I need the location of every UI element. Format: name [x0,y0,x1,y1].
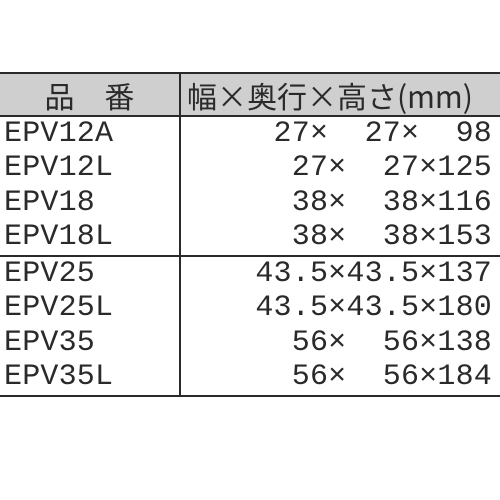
cell-dimensions: 56× 56×138 [180,326,500,361]
cell-part-number: EPV35L [0,360,180,396]
table-row: EPV12A 27× 27× 98 [0,116,500,152]
cell-dimensions: 43.5×43.5×137 [180,256,500,292]
table-body: EPV12A 27× 27× 98EPV12L 27× 27×125EPV18 … [0,116,500,396]
col-header-dimensions: 幅×奥行×高さ(mm) [180,73,500,116]
cell-part-number: EPV12L [0,151,180,186]
cell-part-number: EPV18 [0,186,180,221]
cell-part-number: EPV12A [0,116,180,152]
col-header-part-number: 品 番 [0,73,180,116]
table-row: EPV35L 56× 56×184 [0,360,500,396]
spec-table: 品 番 幅×奥行×高さ(mm) EPV12A 27× 27× 98EPV12L … [0,72,500,397]
cell-dimensions: 43.5×43.5×180 [180,291,500,326]
table-row: EPV25L43.5×43.5×180 [0,291,500,326]
cell-dimensions: 27× 27×125 [180,151,500,186]
cell-part-number: EPV25L [0,291,180,326]
cell-dimensions: 56× 56×184 [180,360,500,396]
cell-dimensions: 38× 38×153 [180,220,500,256]
table-row: EPV18 38× 38×116 [0,186,500,221]
table-row: EPV18L 38× 38×153 [0,220,500,256]
table-row: EPV12L 27× 27×125 [0,151,500,186]
cell-part-number: EPV25 [0,256,180,292]
table-header-row: 品 番 幅×奥行×高さ(mm) [0,73,500,116]
cell-dimensions: 38× 38×116 [180,186,500,221]
spec-table-container: 品 番 幅×奥行×高さ(mm) EPV12A 27× 27× 98EPV12L … [0,72,500,397]
cell-part-number: EPV35 [0,326,180,361]
table-row: EPV35 56× 56×138 [0,326,500,361]
table-row: EPV2543.5×43.5×137 [0,256,500,292]
cell-dimensions: 27× 27× 98 [180,116,500,152]
cell-part-number: EPV18L [0,220,180,256]
